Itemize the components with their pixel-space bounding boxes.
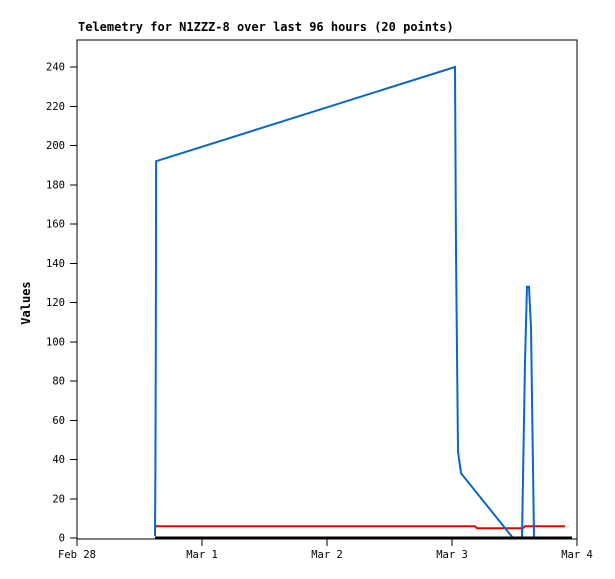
y-tick-label: 100 [46, 336, 65, 348]
y-tick-label: 200 [46, 140, 65, 152]
y-axis-ticks: 0 20 40 60 80 100 120 140 160 180 200 220 240 [46, 62, 77, 545]
y-tick-label: 180 [46, 179, 65, 191]
chart-title: Telemetry for N1ZZZ-8 over last 96 hours… [78, 20, 454, 34]
y-tick-label: 160 [46, 219, 65, 231]
x-tick-label: Mar 4 [561, 549, 593, 561]
x-axis-ticks: Feb 28 Mar 1 Mar 2 Mar 3 Mar 4 [58, 539, 593, 561]
y-tick-label: 60 [52, 415, 65, 427]
y-tick-label: 240 [46, 62, 65, 74]
y-tick-label: 20 [52, 493, 65, 505]
plot-border [76, 39, 578, 540]
y-tick-label: 80 [52, 376, 65, 388]
data-series [154, 65, 572, 540]
y-tick-label: 140 [46, 258, 65, 270]
y-axis-label: Values [19, 281, 33, 324]
y-tick-label: 120 [46, 297, 65, 309]
x-tick-label: Mar 3 [436, 549, 468, 561]
x-tick-label: Mar 1 [186, 549, 218, 561]
y-tick-label: 220 [46, 101, 65, 113]
series-blue-channel [154, 65, 572, 539]
series-red-channel [155, 525, 565, 530]
x-tick-label: Mar 2 [311, 549, 343, 561]
y-tick-label: 0 [59, 533, 65, 545]
x-tick-label: Feb 28 [58, 549, 96, 561]
y-tick-label: 40 [52, 454, 65, 466]
